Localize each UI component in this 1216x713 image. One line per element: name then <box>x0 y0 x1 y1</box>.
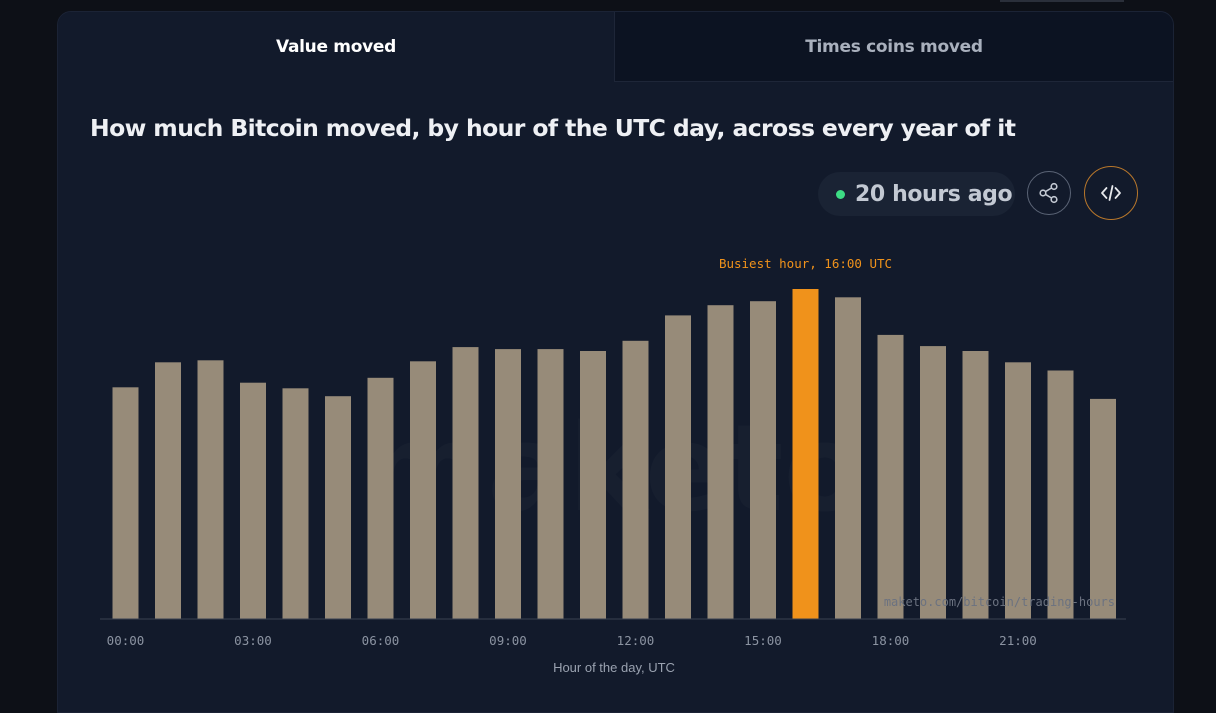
last-updated-text: 20 hours ago <box>855 181 1013 207</box>
x-tick-label: 15:00 <box>744 633 782 648</box>
bar-04:00[interactable] <box>282 388 309 619</box>
bar-15:00[interactable] <box>750 301 776 619</box>
bar-07:00[interactable] <box>410 361 436 619</box>
bar-06:00[interactable] <box>367 377 394 619</box>
tab-bar: Value moved Times coins moved <box>58 12 1173 82</box>
bar-chart: maketo 00:00 03:00 06:00 09:00 12:00 15:00 18:… <box>100 256 1126 675</box>
bar-19:00[interactable] <box>920 346 946 619</box>
share-icon <box>1039 182 1058 204</box>
chart-card: Value moved Times coins moved How much B… <box>57 11 1174 713</box>
x-tick-label: 21:00 <box>999 633 1037 648</box>
x-tick-label: 03:00 <box>234 633 272 648</box>
bar-22:00[interactable] <box>1047 370 1074 620</box>
share-button[interactable] <box>1027 171 1071 215</box>
x-tick-label: 06:00 <box>362 633 400 648</box>
live-status-dot <box>836 189 845 199</box>
bar-00:00[interactable] <box>112 387 139 619</box>
bar-12:00[interactable] <box>622 340 649 619</box>
source-label: maketo.com/bitcoin/trading-hours <box>884 595 1115 609</box>
code-icon <box>1101 185 1121 201</box>
x-tick-label: 00:00 <box>107 633 145 648</box>
x-tick-label: 18:00 <box>872 633 910 648</box>
bar-08:00[interactable] <box>452 347 479 619</box>
chart-title: How much Bitcoin moved, by hour of the U… <box>90 114 1016 142</box>
tab-value-moved[interactable]: Value moved <box>58 12 614 82</box>
busiest-hour-annotation: Busiest hour, 16:00 UTC <box>719 256 892 271</box>
embed-button[interactable] <box>1084 166 1138 220</box>
bar-09:00[interactable] <box>495 349 521 619</box>
bar-05:00[interactable] <box>325 396 351 619</box>
bar-18:00[interactable] <box>877 334 904 619</box>
bar-13:00[interactable] <box>665 315 691 619</box>
bar-10:00[interactable] <box>537 349 564 619</box>
x-axis-label: Hour of the day, UTC <box>553 660 675 675</box>
bar-20:00[interactable] <box>962 351 989 619</box>
bar-21:00[interactable] <box>1005 362 1031 619</box>
bar-14:00[interactable] <box>707 305 734 619</box>
bar-11:00[interactable] <box>580 351 606 619</box>
top-edge-divider <box>1000 0 1124 2</box>
bar-23:00[interactable] <box>1090 398 1116 619</box>
chart-area: maketo 00:00 03:00 06:00 09:00 12:00 15:00 18:… <box>58 252 1173 712</box>
status-badge: 20 hours ago <box>818 172 1015 216</box>
bar-highlight-16:00[interactable] <box>792 289 819 619</box>
tab-times-coins-moved[interactable]: Times coins moved <box>614 12 1173 82</box>
bar-03:00[interactable] <box>240 382 266 619</box>
bar-02:00[interactable] <box>197 360 224 619</box>
x-tick-label: 09:00 <box>489 633 527 648</box>
x-tick-label: 12:00 <box>617 633 655 648</box>
chart-watermark: maketo <box>362 400 866 539</box>
bar-01:00[interactable] <box>155 362 181 619</box>
bar-17:00[interactable] <box>835 297 861 620</box>
